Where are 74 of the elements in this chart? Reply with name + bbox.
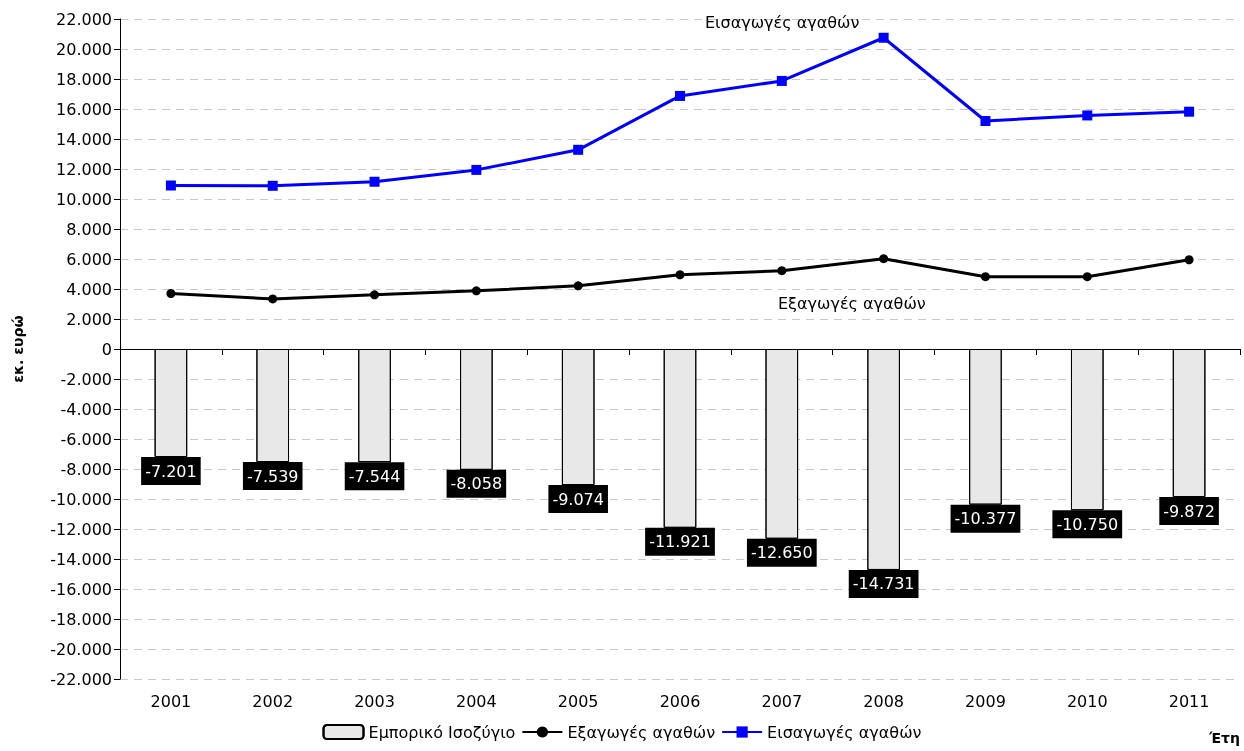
x-tick-label: 2005 — [557, 691, 599, 711]
y-tick-label: -10.000 — [50, 489, 112, 509]
y-tick-label: 4.000 — [66, 279, 112, 299]
x-tick-label: 2007 — [761, 691, 803, 711]
point — [267, 180, 278, 191]
y-axis-title: εκ. ευρώ — [10, 315, 26, 383]
y-tick-label: -18.000 — [50, 609, 112, 629]
annotation: Εισαγωγές αγαθών — [705, 12, 860, 32]
x-tick-label: 2011 — [1168, 691, 1210, 711]
point — [471, 286, 481, 296]
data-label: -7.539 — [246, 466, 299, 486]
point — [1082, 110, 1093, 121]
y-tick-label: -20.000 — [50, 639, 112, 659]
legend-label: Εμπορικό Ισοζύγιο — [368, 722, 516, 742]
x-tick-label: 2002 — [252, 691, 294, 711]
y-tick-label: 22.000 — [56, 9, 112, 29]
point — [1184, 106, 1195, 117]
point — [878, 32, 889, 43]
point — [166, 289, 176, 298]
y-tick-label: 6.000 — [66, 249, 112, 269]
point — [1082, 272, 1092, 282]
data-label: -9.074 — [552, 489, 604, 509]
x-tick-label: 2004 — [456, 691, 497, 711]
data-label: -9.872 — [1163, 501, 1215, 521]
y-tick-label: -6.000 — [60, 429, 112, 449]
point — [776, 75, 787, 86]
point — [675, 90, 685, 101]
x-tick-label: 2010 — [1066, 691, 1108, 711]
y-tick-label: 10.000 — [56, 189, 112, 209]
y-tick-label: 8.000 — [66, 219, 112, 239]
data-label: -8.058 — [450, 474, 503, 494]
y-tick-label: 14.000 — [56, 129, 112, 149]
x-tick-label: 2001 — [150, 691, 192, 711]
annotation: Εξαγωγές αγαθών — [778, 293, 926, 313]
y-tick-label: -14.000 — [50, 549, 112, 569]
data-label: -10.750 — [1056, 514, 1119, 534]
point — [980, 116, 991, 126]
x-tick-label: 2008 — [863, 691, 904, 711]
y-tick-label: -4.000 — [60, 399, 112, 419]
point — [879, 254, 889, 264]
y-tick-label: -2.000 — [60, 369, 112, 389]
data-label: -14.731 — [852, 574, 915, 594]
y-tick-label: 0 — [101, 339, 112, 359]
y-tick-label: 12.000 — [56, 159, 112, 179]
x-axis-title: Έτη — [1208, 730, 1240, 746]
point — [675, 270, 685, 280]
data-label: -7.544 — [348, 466, 401, 486]
y-tick-label: 20.000 — [56, 39, 112, 59]
legend-label: Εισαγωγές αγαθών — [767, 722, 922, 742]
data-label: -10.377 — [954, 509, 1017, 529]
point — [165, 180, 176, 191]
point — [573, 144, 584, 155]
y-tick-label: 16.000 — [56, 99, 112, 119]
data-label: -11.921 — [649, 532, 711, 552]
y-tick-label: -12.000 — [50, 519, 112, 539]
legend-label: Εξαγωγές αγαθών — [567, 722, 716, 742]
point — [369, 176, 380, 187]
point — [370, 290, 380, 300]
y-tick-label: -16.000 — [50, 579, 112, 599]
data-label: -12.650 — [750, 543, 813, 563]
point — [573, 281, 583, 291]
point — [471, 164, 482, 175]
y-tick-label: -22.000 — [50, 669, 112, 689]
point — [980, 272, 990, 282]
y-tick-label: 2.000 — [66, 309, 112, 329]
x-tick-label: 2003 — [354, 691, 395, 711]
x-tick-label: 2006 — [659, 691, 701, 711]
y-tick-label: -8.000 — [60, 459, 112, 479]
x-tick-label: 2009 — [965, 691, 1006, 711]
data-label: -7.201 — [145, 461, 197, 481]
point — [777, 266, 787, 276]
point — [1184, 255, 1194, 265]
y-tick-label: 18.000 — [56, 69, 112, 89]
point — [268, 294, 278, 304]
